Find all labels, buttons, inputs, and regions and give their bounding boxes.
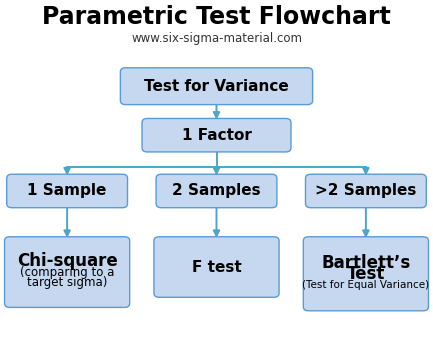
Text: Bartlett’s: Bartlett’s — [321, 254, 410, 272]
FancyBboxPatch shape — [305, 174, 426, 208]
FancyBboxPatch shape — [6, 174, 128, 208]
FancyBboxPatch shape — [154, 237, 279, 297]
Text: 1 Factor: 1 Factor — [181, 128, 252, 143]
Text: target sigma): target sigma) — [27, 276, 107, 289]
Text: (Test for Equal Variance): (Test for Equal Variance) — [302, 280, 430, 290]
Text: Chi-square: Chi-square — [17, 252, 117, 270]
FancyBboxPatch shape — [156, 174, 277, 208]
Text: 2 Samples: 2 Samples — [172, 184, 261, 198]
Text: F test: F test — [192, 260, 241, 274]
Text: www.six-sigma-material.com: www.six-sigma-material.com — [131, 32, 302, 45]
Text: Test for Variance: Test for Variance — [144, 79, 289, 94]
Text: (comparing to a: (comparing to a — [20, 266, 114, 279]
Text: Parametric Test Flowchart: Parametric Test Flowchart — [42, 5, 391, 29]
Text: >2 Samples: >2 Samples — [315, 184, 417, 198]
Text: Test: Test — [347, 265, 385, 283]
FancyBboxPatch shape — [4, 237, 130, 308]
Text: 1 Sample: 1 Sample — [27, 184, 107, 198]
FancyBboxPatch shape — [142, 119, 291, 152]
FancyBboxPatch shape — [120, 68, 313, 105]
FancyBboxPatch shape — [303, 237, 428, 311]
